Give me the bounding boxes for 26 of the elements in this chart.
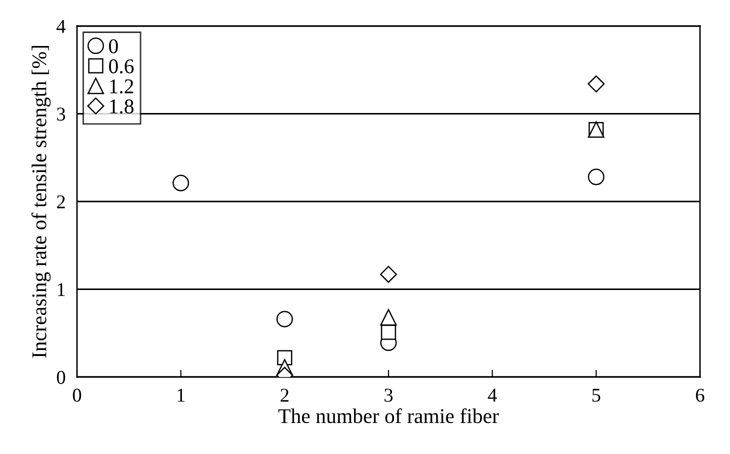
x-tick-label: 4: [488, 388, 497, 402]
legend-label: 1.8: [110, 99, 134, 114]
point: [588, 75, 605, 92]
y-tick-label: 2: [57, 195, 65, 208]
point: [380, 324, 396, 340]
point: [276, 310, 293, 328]
y-tick-label: 4: [56, 20, 66, 33]
point: [380, 309, 397, 326]
x-tick-label: 1: [178, 388, 185, 402]
legend-label: 0.6: [109, 59, 134, 74]
y-axis-title: Increasing rate of tensile strength [%]: [31, 46, 51, 358]
point: [172, 174, 190, 192]
point: [277, 350, 292, 366]
point: [380, 266, 397, 283]
point: [588, 168, 604, 186]
y-tick-label: 3: [57, 108, 66, 121]
x-tick-label: 5: [592, 388, 600, 402]
x-tick-label: 6: [696, 388, 704, 402]
legend-label: 0: [109, 39, 118, 54]
x-tick-label: 2: [280, 388, 288, 402]
y-tick-label: 0: [56, 370, 66, 384]
y-tick-label: 1: [58, 283, 65, 296]
x-tick-label: 0: [72, 388, 82, 402]
legend-label: 1.2: [110, 79, 134, 94]
x-tick-label: 3: [384, 388, 393, 402]
x-axis-title: The number of ramie fiber: [278, 408, 499, 424]
